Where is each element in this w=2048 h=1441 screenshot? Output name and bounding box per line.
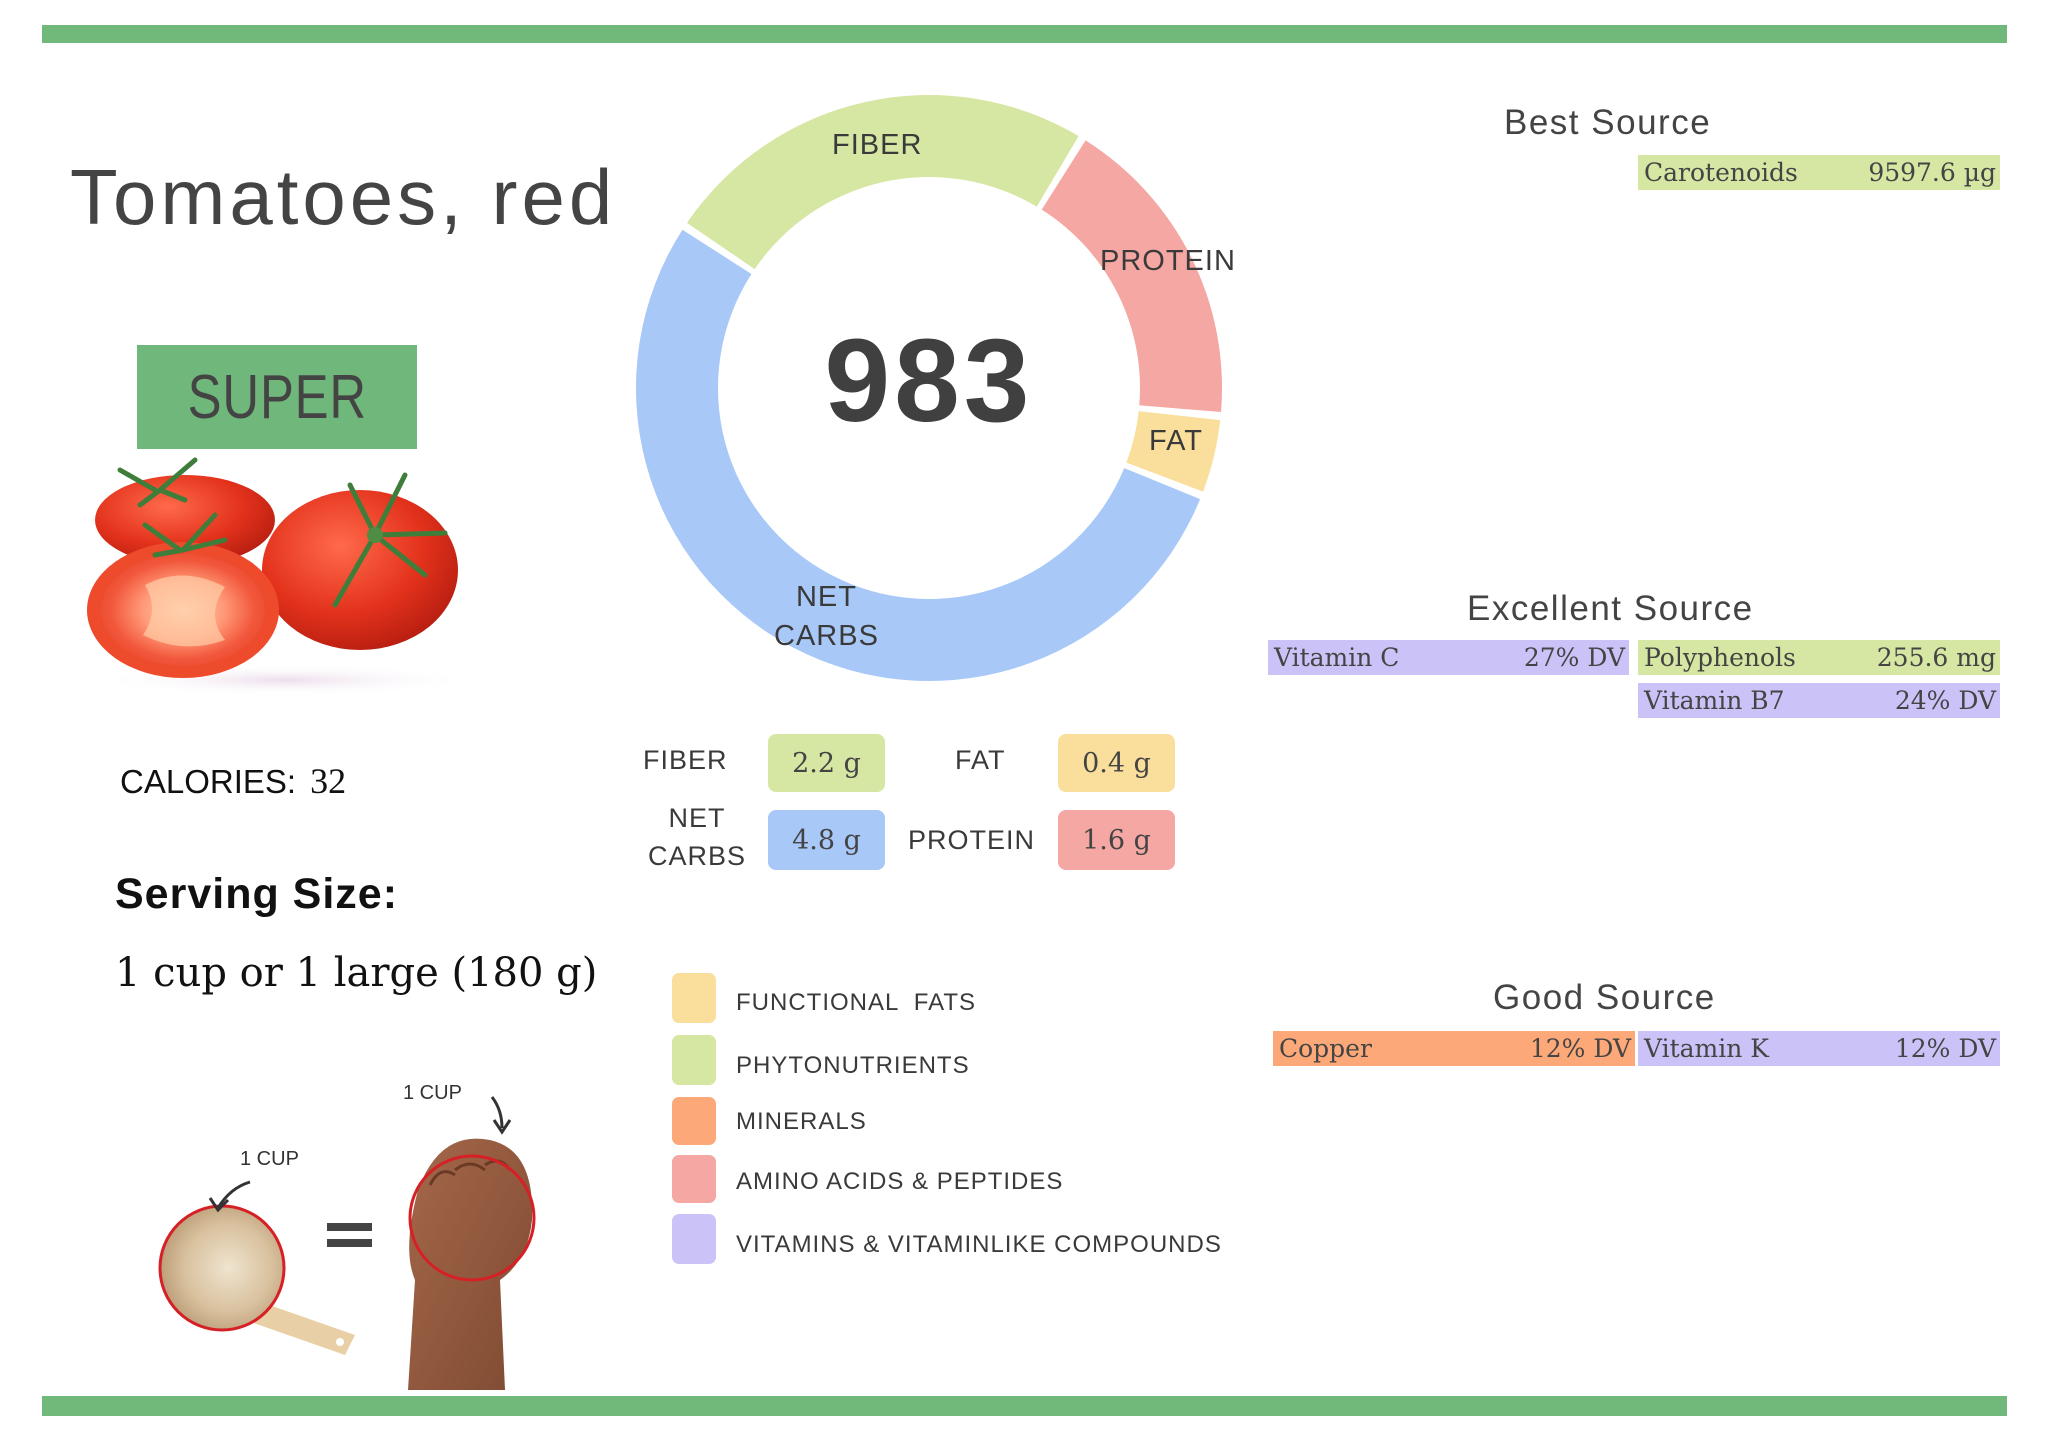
nutrient-name: Carotenoids <box>1644 158 1798 187</box>
donut-label-fat: FAT <box>1149 425 1204 457</box>
nutrient-value: 12% DV <box>1529 1034 1631 1063</box>
nutrient-value: 12% DV <box>1894 1034 1996 1063</box>
macro-label-fiber: FIBER <box>643 745 728 775</box>
calories: CALORIES: 32 <box>120 760 346 802</box>
donut-label-protein: PROTEIN <box>1100 245 1236 277</box>
nutrient-name: Copper <box>1279 1034 1372 1063</box>
donut-label-fiber: FIBER <box>832 129 923 161</box>
legend-label-functional-fats: FUNCTIONAL FATS <box>736 989 977 1016</box>
legend-label-minerals: MINERALS <box>736 1108 867 1135</box>
good-source-item-copper: Copper 12% DV <box>1273 1031 1635 1066</box>
rating-badge-label: SUPER <box>187 362 367 432</box>
tomato-icon <box>87 457 475 696</box>
donut-label-net-carbs: NET CARBS <box>774 578 879 656</box>
nutrient-score: 983 <box>824 315 1034 447</box>
macro-donut-chart <box>636 95 1222 681</box>
macro-value-fiber: 2.2 g <box>768 734 885 792</box>
nutrient-name: Vitamin B7 <box>1644 686 1785 715</box>
serving-illustration: 1 CUP 1 CUP <box>140 1070 580 1395</box>
nutrient-legend: FUNCTIONAL FATS PHYTONUTRIENTS MINERALS … <box>672 973 1232 1273</box>
serving-size-heading: Serving Size: <box>115 870 399 918</box>
macro-label-net: NET <box>668 803 726 833</box>
donut-segment-fiber <box>686 95 1079 270</box>
donut-segment-protein <box>1041 140 1222 413</box>
macro-label-protein: PROTEIN <box>908 825 1036 855</box>
nutrient-value: 24% DV <box>1894 686 1996 715</box>
nutrient-value: 27% DV <box>1523 643 1625 672</box>
nutrient-name: Vitamin C <box>1274 643 1400 672</box>
donut-segments <box>636 95 1222 681</box>
nutrient-name: Polyphenols <box>1644 643 1796 672</box>
excellent-source-item-vitamin-b7: Vitamin B7 24% DV <box>1638 683 2000 718</box>
donut-chart-svg <box>636 95 1222 681</box>
legend-label-phytonutrients: PHYTONUTRIENTS <box>736 1052 970 1079</box>
donut-segment-net-carbs <box>636 229 1201 681</box>
macro-value-protein: 1.6 g <box>1058 810 1175 870</box>
legend-swatch-functional-fats <box>672 973 716 1023</box>
excellent-source-heading: Excellent Source <box>1467 589 1754 628</box>
best-source-heading: Best Source <box>1504 103 1712 142</box>
legend-swatch-phytonutrients <box>672 1035 716 1085</box>
donut-label-net: NET <box>795 581 857 613</box>
nutrient-value: 9597.6 µg <box>1868 158 1996 187</box>
legend-label-vitamins: VITAMINS & VITAMINLIKE COMPOUNDS <box>736 1231 1222 1258</box>
fist-label: 1 CUP <box>403 1082 462 1104</box>
serving-size-value: 1 cup or 1 large (180 g) <box>115 950 598 996</box>
macro-label-fat: FAT <box>955 745 1006 775</box>
legend-label-amino-acids: AMINO ACIDS & PEPTIDES <box>736 1168 1064 1195</box>
legend-swatch-vitamins <box>672 1214 716 1264</box>
excellent-source-item-polyphenols: Polyphenols 255.6 mg <box>1638 640 2000 675</box>
nutrient-name: Vitamin K <box>1644 1034 1769 1063</box>
macro-value-net-carbs: 4.8 g <box>768 810 885 870</box>
legend-swatch-minerals <box>672 1097 716 1145</box>
tomato-image <box>85 455 505 696</box>
good-source-item-vitamin-k: Vitamin K 12% DV <box>1638 1031 2000 1066</box>
rating-badge: SUPER <box>137 345 417 449</box>
cup-label: 1 CUP <box>240 1148 299 1170</box>
legend-swatch-amino-acids <box>672 1155 716 1203</box>
measuring-cup-vs-fist-icon <box>158 1096 536 1390</box>
calories-value: 32 <box>310 761 347 801</box>
macro-label-net-carbs: NET CARBS <box>648 800 746 876</box>
nutrient-value: 255.6 mg <box>1876 643 1996 672</box>
best-source-item-carotenoids: Carotenoids 9597.6 µg <box>1638 155 2000 190</box>
calories-label: CALORIES: <box>120 763 297 800</box>
excellent-source-item-vitamin-c: Vitamin C 27% DV <box>1268 640 1629 675</box>
top-border-bar <box>42 25 2007 43</box>
macro-value-fat: 0.4 g <box>1058 734 1175 792</box>
food-title: Tomatoes, red <box>70 153 617 241</box>
donut-segment-fat <box>1126 411 1221 492</box>
macro-label-carbs: CARBS <box>648 840 747 871</box>
donut-label-carbs: CARBS <box>774 620 879 653</box>
bottom-border-bar <box>42 1396 2007 1416</box>
good-source-heading: Good Source <box>1493 978 1716 1017</box>
